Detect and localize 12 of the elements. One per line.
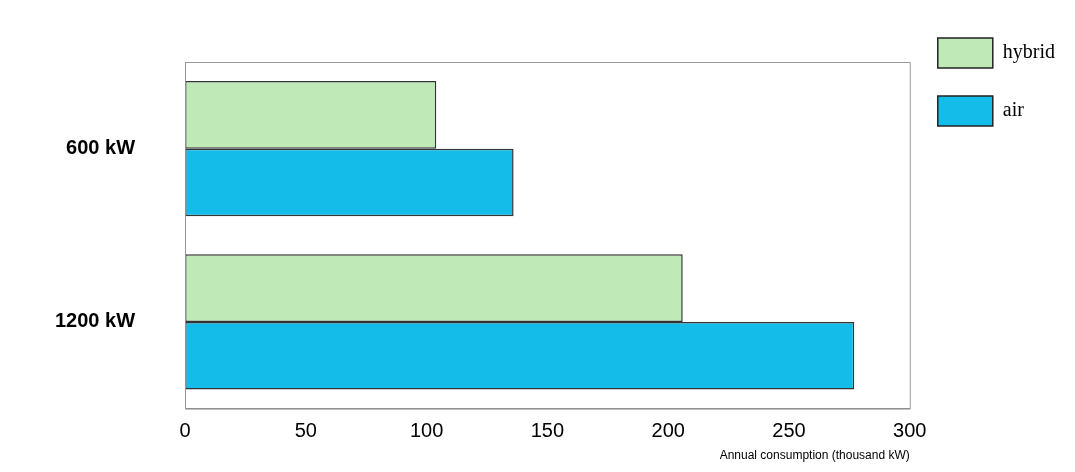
- x-tick-label: 200: [651, 419, 685, 442]
- x-axis-title: Annual consumption (thousand kW): [719, 448, 910, 463]
- x-tick-label: 0: [179, 419, 191, 442]
- y-tick-label: 600 kW: [66, 136, 136, 159]
- legend-label: air: [1002, 98, 1025, 121]
- x-tick-label: 100: [409, 419, 444, 442]
- legend-label: hybrid: [1002, 40, 1055, 64]
- x-tick-label: 50: [294, 419, 317, 442]
- x-tick-label: 150: [530, 419, 565, 442]
- y-tick-label: 1200 kW: [54, 309, 136, 332]
- x-tick-label: 250: [772, 419, 806, 442]
- x-tick-label: 300: [893, 419, 927, 442]
